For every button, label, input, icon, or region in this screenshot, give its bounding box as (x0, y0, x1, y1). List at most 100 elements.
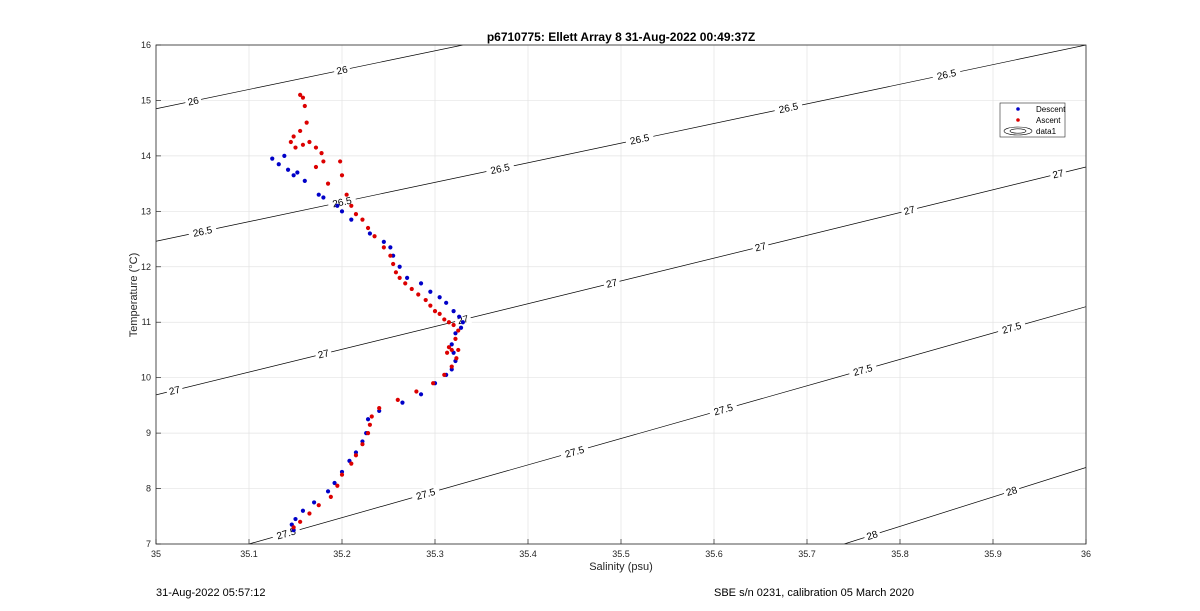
contour-label-background (931, 65, 962, 84)
timestamp-footer: 31-Aug-2022 05:57:12 (156, 587, 266, 599)
contour-label: 26.5 (485, 159, 516, 178)
ascent-point (388, 253, 393, 258)
ascent-point (367, 422, 372, 427)
ascent-point (456, 328, 461, 333)
x-tick-label: 35.2 (333, 549, 351, 559)
contour-label-background (559, 442, 590, 462)
descent-point (312, 500, 317, 505)
ascent-point (304, 120, 309, 125)
contour-label: 26 (184, 93, 203, 109)
ascent-point (313, 164, 319, 170)
data-points (270, 92, 465, 533)
descent-point (451, 309, 456, 314)
descent-point (302, 178, 307, 183)
descent-point (276, 162, 281, 167)
descent-point (349, 217, 354, 222)
ascent-point (335, 483, 340, 488)
ascent-point (349, 461, 354, 466)
x-tick-label: 35.8 (891, 549, 909, 559)
contour-label: 28 (1002, 482, 1022, 500)
contour-label: 28 (862, 527, 882, 544)
contour-label-background (862, 527, 882, 544)
contour-label-background (1048, 166, 1068, 182)
descent-point (457, 314, 462, 319)
contour-label: 27 (751, 239, 770, 255)
ascent-point (451, 322, 456, 328)
x-tick-label: 35.4 (519, 549, 537, 559)
ascent-point (369, 414, 374, 419)
contour-label-text: 27.5 (564, 445, 586, 461)
contour-label-text: 26.5 (629, 133, 651, 148)
contour-label-text: 27.5 (1001, 321, 1023, 337)
contour-label: 27 (165, 382, 184, 399)
ascent-point (453, 336, 458, 341)
ascent-point (393, 270, 399, 275)
legend-ascent-marker (1016, 118, 1020, 122)
contour-label-text: 26.5 (936, 68, 958, 83)
x-tick-label: 35.7 (798, 549, 816, 559)
ascent-point (360, 217, 365, 222)
contour-label-text: 27.5 (713, 402, 735, 418)
contour-label-text: 27 (1052, 168, 1066, 181)
contour-label-text: 26 (336, 64, 350, 77)
ascent-point (339, 173, 345, 178)
ascent-point (338, 159, 343, 164)
ascent-point (431, 381, 436, 386)
legend-data1-contour-icon (1003, 126, 1033, 136)
contour-label: 27.5 (708, 399, 739, 420)
ascent-point (365, 431, 371, 436)
descent-point (400, 400, 405, 405)
contour-label-background (332, 62, 352, 78)
contour-line (844, 467, 1086, 544)
contour-label-text: 28 (1005, 485, 1019, 499)
calibration-footer: SBE s/n 0231, calibration 05 March 2020 (714, 587, 914, 599)
ascent-point (298, 519, 303, 524)
contour-line (248, 306, 1086, 544)
contour-label: 27 (602, 275, 621, 291)
ascent-point (325, 181, 331, 186)
density-contours (156, 45, 1086, 544)
ascent-point (377, 406, 382, 411)
contour-label-background (1002, 482, 1022, 500)
descent-point (365, 417, 371, 422)
ascent-point (416, 292, 421, 297)
ascent-point (449, 364, 454, 369)
ascent-point (298, 92, 303, 97)
ascent-point (446, 345, 452, 350)
contour-line (156, 45, 463, 110)
descent-point (453, 331, 458, 336)
descent-point (458, 325, 464, 330)
ascent-point (293, 145, 298, 150)
x-tick-label: 36 (1081, 549, 1091, 559)
descent-point (444, 300, 449, 305)
y-tick-label: 7 (146, 539, 151, 549)
descent-point (418, 281, 424, 286)
descent-point (321, 195, 326, 200)
x-tick-label: 35.1 (240, 549, 258, 559)
contour-label: 27 (314, 346, 333, 362)
contour-label: 27 (1048, 166, 1068, 182)
y-tick-label: 8 (146, 484, 151, 494)
contour-label-text: 27 (754, 241, 768, 254)
ascent-point (442, 317, 447, 322)
y-tick-label: 13 (141, 206, 151, 216)
descent-point (293, 516, 298, 522)
axis-ticks: 35 35.1 35.2 35.3 35.4 35.5 35.6 35.7 35.8 35.9 36… (141, 40, 1091, 559)
descent-point (339, 209, 345, 214)
ascent-point (316, 503, 321, 508)
contour-label: 26 (332, 62, 352, 78)
contour-label: 27.5 (996, 318, 1027, 338)
y-tick-label: 14 (141, 151, 151, 161)
ascent-point (300, 95, 306, 100)
legend-data1-label: data1 (1036, 127, 1057, 136)
descent-point (295, 170, 300, 175)
ascent-point (365, 225, 371, 231)
contour-label-background (900, 202, 919, 219)
ascent-point (409, 286, 414, 292)
ascent-point (423, 297, 428, 303)
x-tick-label: 35 (151, 549, 161, 559)
contour-label: 27.5 (410, 484, 441, 504)
ascent-point (446, 320, 452, 325)
y-tick-label: 10 (141, 373, 151, 383)
ascent-point (339, 472, 345, 477)
